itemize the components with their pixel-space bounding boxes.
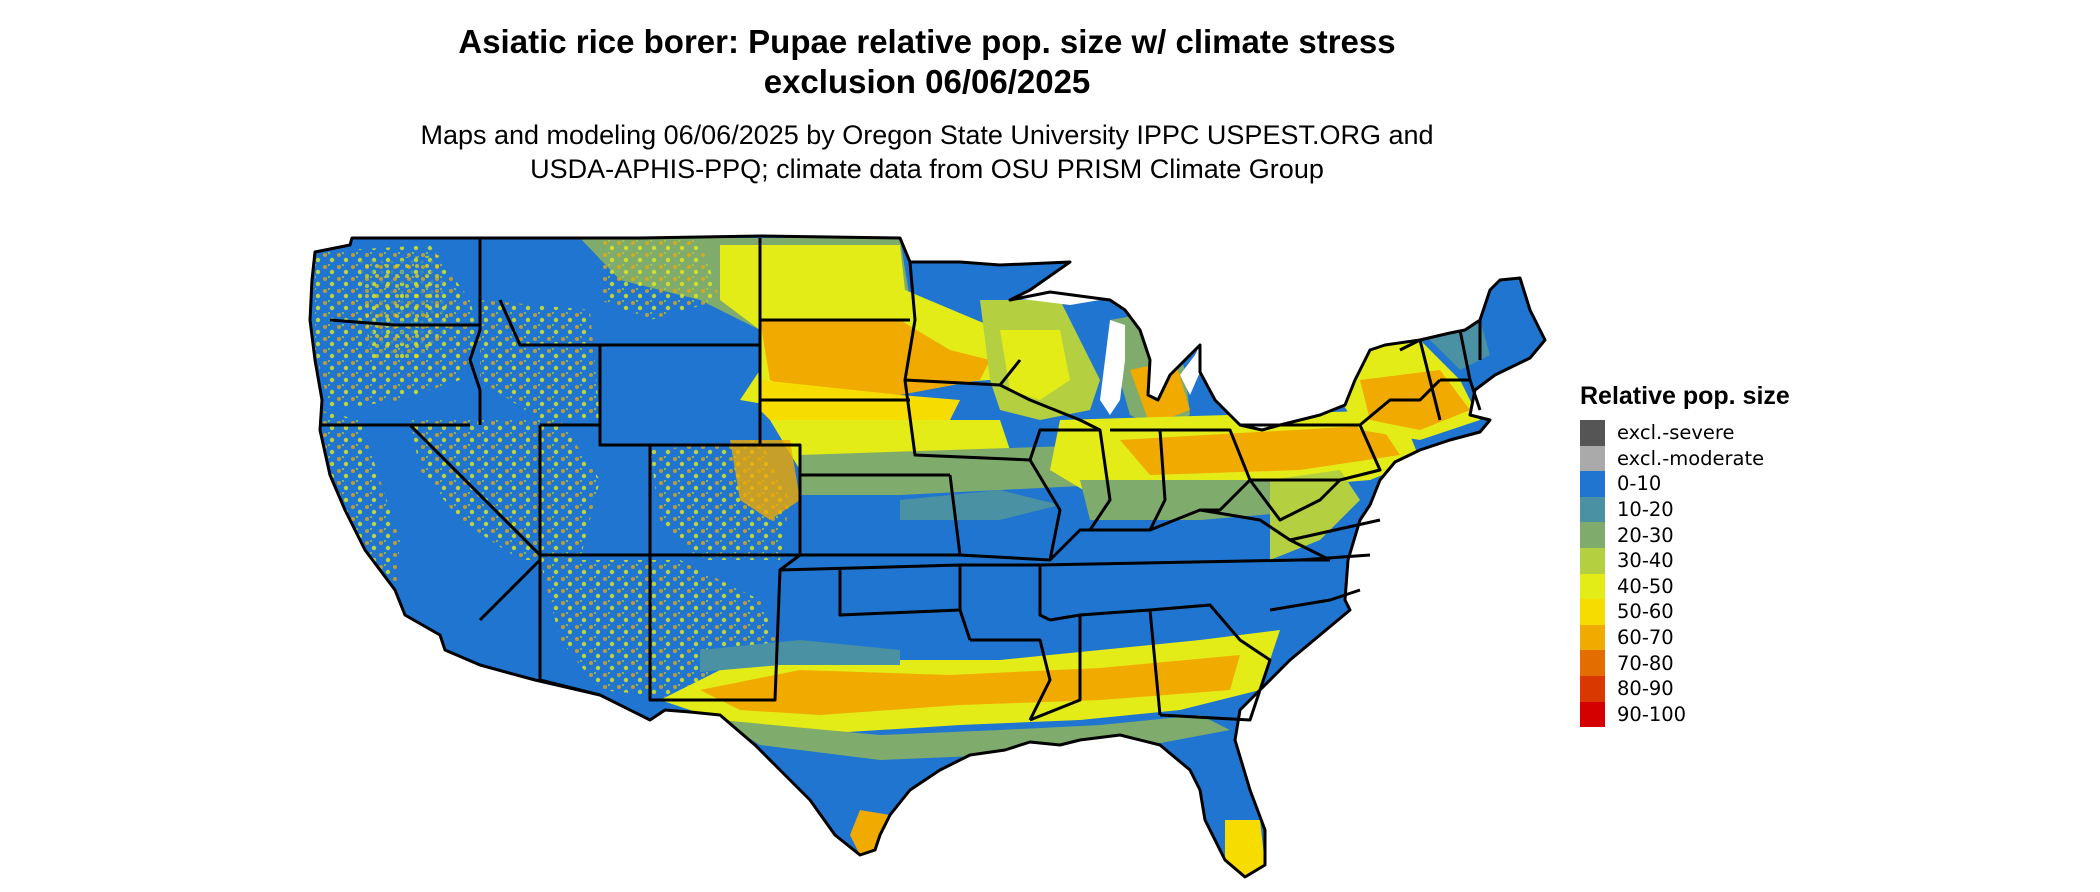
legend-label: excl.-moderate: [1617, 446, 1765, 470]
map-title: Asiatic rice borer: Pupae relative pop. …: [0, 22, 1854, 102]
legend-label: 60-70: [1617, 626, 1674, 650]
legend-swatch: [1580, 496, 1605, 523]
legend: Relative pop. size excl.-severe excl.-mod…: [1580, 380, 1900, 728]
legend-label: 70-80: [1617, 651, 1674, 675]
legend-item: excl.-severe: [1580, 420, 1900, 446]
legend-swatch: [1580, 624, 1605, 651]
legend-item: 30-40: [1580, 547, 1900, 574]
legend-label: 50-60: [1617, 600, 1674, 624]
map-subtitle-line-1: Maps and modeling 06/06/2025 by Oregon S…: [420, 120, 1434, 150]
legend-item: 70-80: [1580, 650, 1900, 676]
legend-item: 20-30: [1580, 522, 1900, 548]
map-subtitle-line-2: USDA-APHIS-PPQ; climate data from OSU PR…: [530, 154, 1324, 184]
legend-label: 30-40: [1617, 549, 1674, 573]
us-map-svg: [308, 234, 1547, 879]
legend-item: 80-90: [1580, 675, 1900, 702]
legend-item: 40-50: [1580, 573, 1900, 600]
legend-item: 50-60: [1580, 599, 1900, 625]
legend-swatch: [1580, 547, 1605, 574]
map-title-line-1: Asiatic rice borer: Pupae relative pop. …: [458, 23, 1396, 60]
lake-superior: [1010, 292, 1100, 305]
legend-title: Relative pop. size: [1580, 382, 1790, 410]
us-map: [300, 225, 1560, 890]
legend-item: 0-10: [1580, 471, 1900, 497]
legend-label: excl.-severe: [1617, 421, 1735, 445]
legend-label: 0-10: [1617, 472, 1662, 496]
legend-swatch: [1580, 599, 1605, 625]
legend-item: 90-100: [1580, 701, 1900, 728]
legend-swatch: [1580, 445, 1605, 472]
lake-michigan: [1100, 320, 1125, 415]
legend-swatch: [1580, 420, 1605, 446]
legend-swatch: [1580, 650, 1605, 676]
legend-swatch: [1580, 675, 1605, 702]
map-subtitle: Maps and modeling 06/06/2025 by Oregon S…: [0, 118, 1854, 186]
title-block: Asiatic rice borer: Pupae relative pop. …: [0, 22, 1854, 186]
legend-label: 20-30: [1617, 523, 1674, 547]
legend-swatch: [1580, 573, 1605, 600]
legend-items: excl.-severe excl.-moderate 0-10 10-20 20-30…: [1580, 420, 1900, 728]
legend-item: excl.-moderate: [1580, 445, 1900, 472]
legend-label: 90-100: [1617, 702, 1687, 726]
legend-label: 80-90: [1617, 677, 1674, 701]
legend-item: 60-70: [1580, 624, 1900, 651]
legend-label: 10-20: [1617, 498, 1674, 522]
legend-item: 10-20: [1580, 496, 1900, 523]
legend-swatch: [1580, 471, 1605, 497]
legend-swatch: [1580, 701, 1605, 728]
map-title-line-2: exclusion 06/06/2025: [763, 63, 1091, 100]
legend-swatch: [1580, 522, 1605, 548]
state-borders: [308, 234, 1547, 879]
lake-huron: [1180, 345, 1200, 395]
legend-label: 40-50: [1617, 574, 1674, 598]
